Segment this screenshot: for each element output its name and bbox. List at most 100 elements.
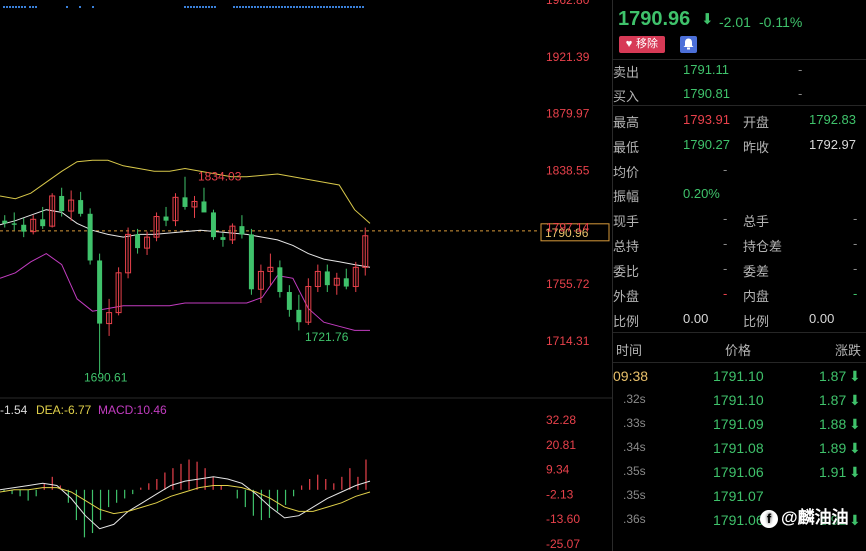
- ask-price: 1791.11: [683, 62, 730, 77]
- stat-label: 最低: [613, 140, 640, 155]
- tick-time: .35s: [623, 464, 646, 478]
- indicator-dot: [323, 6, 325, 8]
- macd-axis-tick: -25.07: [546, 537, 580, 551]
- divider: [613, 105, 866, 106]
- candle-body: [257, 270, 264, 290]
- macd-pane: [0, 459, 371, 538]
- indicator-dot: [347, 6, 349, 8]
- indicator-dot: [3, 6, 5, 8]
- stat-value: -: [853, 236, 858, 251]
- candle-body: [163, 216, 169, 221]
- stat-label: 总持: [613, 239, 640, 254]
- candle-body: [97, 260, 103, 324]
- low-marker-label: 1690.61: [84, 371, 128, 385]
- indicator-dot: [281, 6, 283, 8]
- indicator-dot: [184, 6, 186, 8]
- indicator-dot: [320, 6, 322, 8]
- indicator-dot: [208, 6, 210, 8]
- down-arrow-icon: ⬇: [849, 368, 861, 384]
- tick-time: .33s: [623, 416, 646, 430]
- price-axis-tick: 1962.80: [546, 0, 590, 7]
- stat-row: 外盘 - 内盘 -: [613, 284, 866, 304]
- tick-row: 09:38 1791.10 1.87 ⬇: [613, 366, 866, 388]
- ticks-header-change: 涨跌: [835, 343, 862, 358]
- tick-price: 1791.10: [713, 392, 764, 408]
- indicator-dot: [344, 6, 346, 8]
- indicator-dot: [18, 6, 20, 8]
- indicator-dot: [278, 6, 280, 8]
- stat-row: 最高 1793.91 开盘 1792.83: [613, 110, 866, 130]
- candle-body: [362, 235, 369, 268]
- watermark-text: @麟油油: [781, 508, 849, 527]
- alert-button[interactable]: [680, 36, 697, 53]
- tick-time: .32s: [623, 392, 646, 406]
- stat-label: 持仓差: [743, 239, 783, 254]
- bollinger-middle: [0, 209, 371, 268]
- stat-value: 0.00: [809, 311, 835, 326]
- tick-change: 1.91: [819, 512, 847, 528]
- price-axis-tick: 1921.39: [546, 50, 590, 64]
- indicator-dot: [284, 6, 286, 8]
- indicator-dot: [311, 6, 313, 8]
- candle-body: [78, 200, 84, 214]
- stat-row: 比例 0.00 比例 0.00: [613, 309, 866, 329]
- candle-body: [21, 224, 27, 232]
- indicator-dot: [266, 6, 268, 8]
- price-markers: 1834.03 1690.61 1721.76: [84, 170, 349, 385]
- candle-body: [277, 267, 283, 293]
- indicator-dot: [296, 6, 298, 8]
- stat-value: 1792.83: [809, 112, 856, 127]
- tick-row: .35s 1791.07: [613, 486, 866, 508]
- price-chart[interactable]: 1790.96 1962.80 1921.39 1879.97 1838.55 1797…: [0, 0, 612, 551]
- indicator-dot: [24, 6, 26, 8]
- stat-label: 开盘: [743, 115, 770, 130]
- stat-value: 1792.97: [809, 137, 856, 152]
- down-arrow-icon: ⬇: [849, 440, 861, 456]
- indicator-dot: [326, 6, 328, 8]
- indicator-dot: [290, 6, 292, 8]
- divider: [613, 332, 866, 333]
- ask-row: 卖出 1791.11 -: [613, 60, 866, 80]
- macd-dea-label: DEA:-6.77: [36, 403, 92, 417]
- remove-watchlist-button[interactable]: ♥ 移除: [619, 36, 665, 53]
- price-axis-tick: 1755.72: [546, 277, 590, 291]
- candle-body: [191, 200, 198, 208]
- indicator-dot: [254, 6, 256, 8]
- indicator-dot: [214, 6, 216, 8]
- stat-value: -: [723, 261, 728, 276]
- bid-row: 买入 1790.81 -: [613, 84, 866, 104]
- tick-price: 1791.06: [713, 464, 764, 480]
- ask-volume: -: [798, 62, 803, 77]
- remove-label: 移除: [636, 38, 658, 50]
- candle-body: [352, 266, 359, 288]
- candle-body: [182, 197, 188, 207]
- indicator-dot: [6, 6, 8, 8]
- tick-row: .33s 1791.09 1.88 ⬇: [613, 414, 866, 436]
- candle-body: [229, 225, 236, 241]
- bollinger-upper: [0, 159, 371, 224]
- stat-row: 均价 -: [613, 160, 866, 180]
- indicator-dot: [199, 6, 201, 8]
- indicator-dot: [260, 6, 262, 8]
- tick-change: 1.88: [819, 416, 847, 432]
- indicator-dot: [190, 6, 192, 8]
- indicator-dot: [32, 6, 34, 8]
- candle-body: [49, 195, 56, 227]
- stat-label: 均价: [613, 165, 640, 180]
- candle-body: [305, 286, 312, 323]
- down-arrow-icon: ⬇: [849, 416, 861, 432]
- candle-body: [30, 218, 37, 233]
- indicator-dot: [233, 6, 235, 8]
- indicator-dot: [29, 6, 31, 8]
- price-axis-tick: 1838.55: [546, 164, 590, 178]
- candle-body: [144, 236, 151, 249]
- ticks-header-time: 时间: [616, 343, 643, 358]
- candle-body: [296, 309, 302, 323]
- candle-body: [106, 312, 113, 325]
- heart-icon: ♥: [625, 38, 633, 50]
- candle-body: [115, 272, 122, 314]
- down-arrow-icon: ⬇: [849, 512, 861, 528]
- candle-body: [220, 237, 226, 240]
- stat-label: 委差: [743, 264, 770, 279]
- indicator-dot: [211, 6, 213, 8]
